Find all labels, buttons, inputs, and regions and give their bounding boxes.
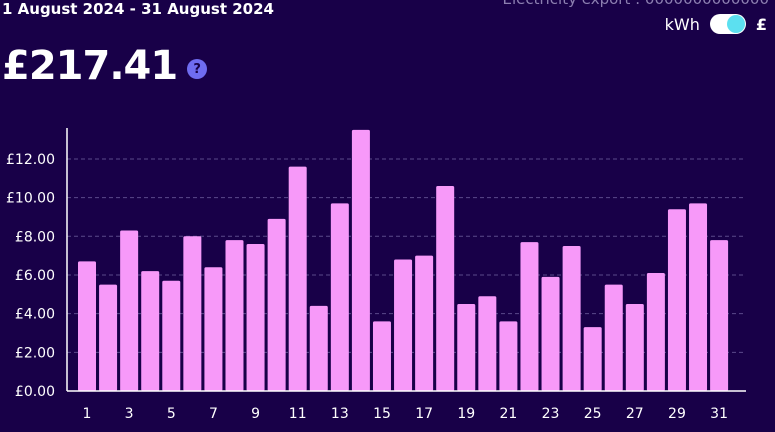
y-tick-label: £2.00 — [15, 345, 55, 361]
toggle-label-pound: £ — [755, 14, 767, 34]
bar — [478, 296, 497, 391]
y-tick-label: £8.00 — [15, 229, 55, 245]
total-amount: £217.41 — [2, 43, 178, 89]
x-tick-label: 27 — [626, 406, 644, 422]
y-tick-label: £6.00 — [15, 268, 55, 284]
bar — [436, 186, 455, 391]
bar — [625, 303, 644, 391]
bar — [120, 230, 139, 391]
x-tick-label: 17 — [415, 406, 433, 422]
bar — [604, 284, 623, 391]
bar — [330, 203, 349, 391]
x-tick-label: 29 — [668, 406, 686, 422]
bar — [562, 245, 581, 391]
toggle-label-kwh: kWh — [664, 14, 700, 34]
meter-label: Electricity export : 0000000000000 — [502, 0, 769, 8]
x-tick-label: 19 — [457, 406, 475, 422]
unit-toggle-group: kWh £ — [665, 14, 767, 34]
x-tick-label: 7 — [209, 406, 218, 422]
date-range: 1 August 2024 - 31 August 2024 — [2, 0, 274, 18]
bar — [646, 273, 665, 391]
bar — [99, 284, 118, 391]
bar — [246, 244, 265, 391]
x-tick-label: 9 — [251, 406, 260, 422]
bar — [288, 166, 307, 391]
x-tick-label: 13 — [331, 406, 349, 422]
y-tick-label: £4.00 — [15, 307, 55, 323]
bar — [78, 261, 96, 391]
bar — [583, 327, 602, 391]
question-mark-icon[interactable]: ? — [187, 59, 208, 79]
x-tick-label: 11 — [289, 406, 307, 422]
x-tick-label: 25 — [584, 406, 602, 422]
bar — [372, 321, 391, 391]
x-tick-label: 31 — [710, 406, 728, 422]
toggle-knob — [726, 15, 745, 33]
total-row: £217.41 ? — [2, 40, 208, 92]
bar — [415, 255, 434, 391]
x-tick-label: 15 — [373, 406, 391, 422]
bar — [499, 321, 518, 391]
bar — [162, 280, 181, 391]
bar — [351, 129, 370, 391]
x-tick-label: 21 — [499, 406, 517, 422]
y-tick-label: £12.00 — [6, 152, 55, 168]
bar — [204, 267, 223, 391]
y-tick-label: £10.00 — [6, 191, 55, 207]
bar — [267, 218, 286, 391]
x-tick-label: 23 — [542, 406, 560, 422]
x-tick-label: 5 — [167, 406, 176, 422]
y-tick-label: £0.00 — [15, 384, 55, 400]
bar — [225, 240, 244, 391]
bar — [394, 259, 413, 391]
x-tick-label: 1 — [83, 406, 92, 422]
bar — [520, 242, 539, 391]
x-tick-label: 3 — [125, 406, 134, 422]
bar — [183, 236, 202, 391]
bar — [141, 271, 160, 391]
bar — [710, 240, 729, 391]
bar — [541, 276, 560, 391]
bar — [309, 305, 328, 391]
bar — [689, 203, 708, 391]
bar — [667, 209, 686, 391]
bar — [457, 303, 476, 391]
unit-toggle[interactable] — [709, 14, 746, 34]
